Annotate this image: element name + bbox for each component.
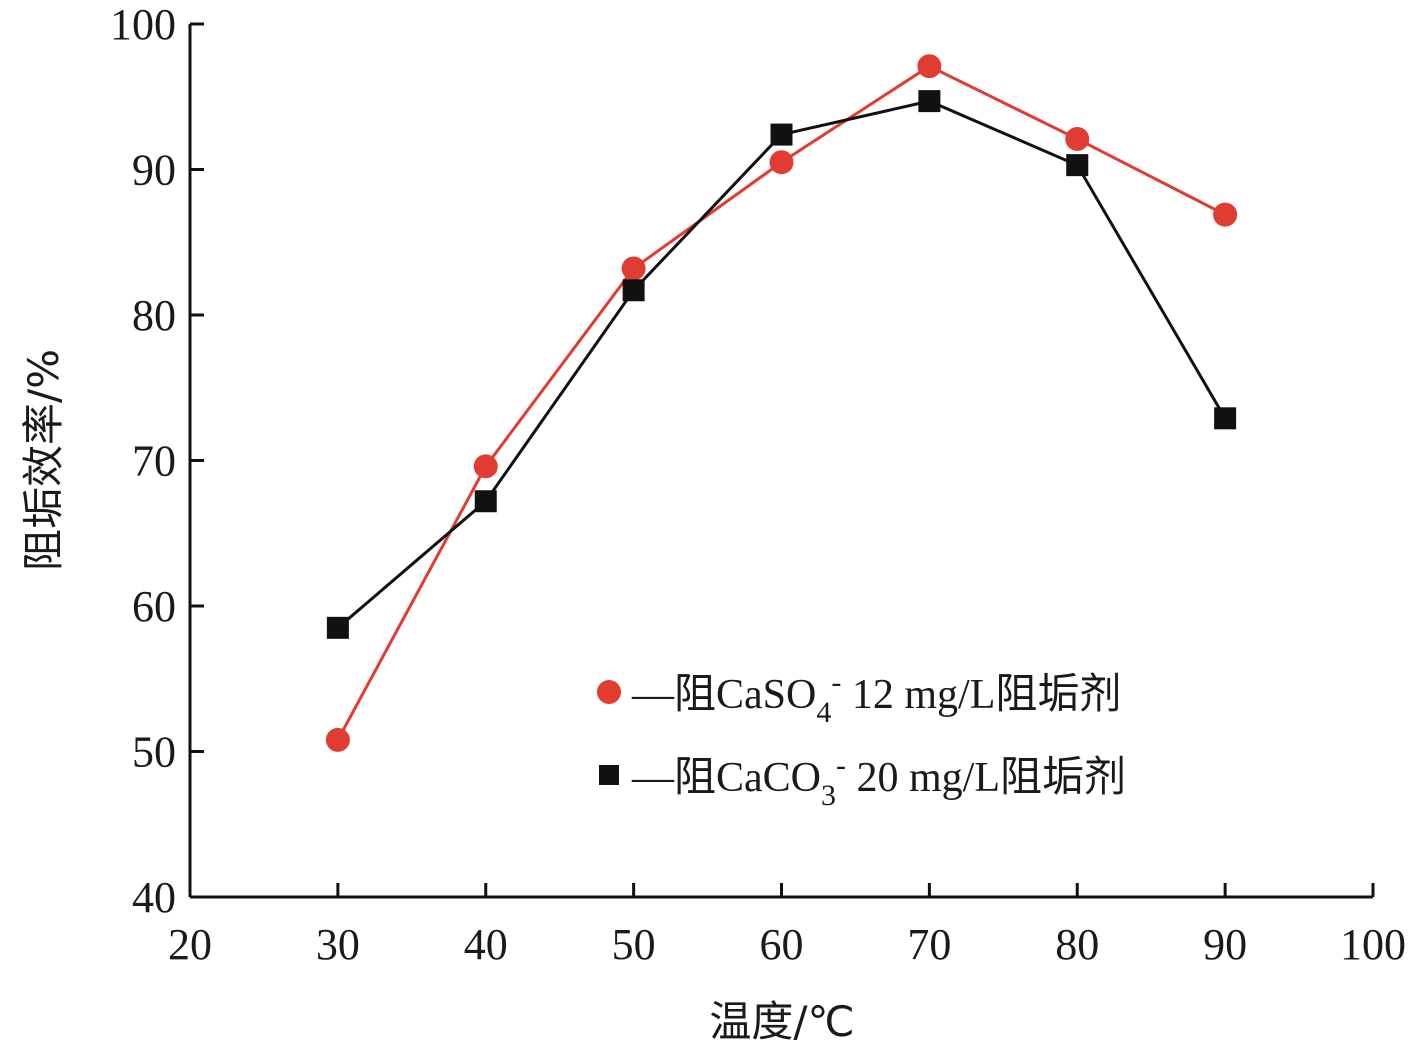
x-tick-label: 60 bbox=[760, 920, 804, 969]
y-tick-label: 70 bbox=[132, 437, 176, 486]
data-point bbox=[1066, 154, 1089, 177]
data-point bbox=[622, 279, 645, 302]
legend: —阻CaSO4- 12 mg/L阻垢剂 —阻CaCO3- 20 mg/L阻垢剂 bbox=[597, 666, 1126, 812]
x-tick-label: 50 bbox=[612, 920, 656, 969]
y-axis-ticks: 40 50 60 70 80 90 100 bbox=[110, 0, 204, 922]
legend-label: —阻CaCO3- 20 mg/L阻垢剂 bbox=[631, 749, 1126, 812]
data-point bbox=[621, 256, 646, 281]
legend-marker-circle bbox=[597, 680, 621, 704]
y-tick-label: 40 bbox=[132, 873, 176, 922]
data-point bbox=[474, 490, 497, 513]
y-axis-title: 阻垢效率/% bbox=[19, 349, 68, 571]
data-point bbox=[326, 616, 349, 639]
data-point bbox=[770, 123, 793, 146]
y-tick-label: 50 bbox=[132, 728, 176, 777]
x-tick-label: 40 bbox=[464, 920, 508, 969]
x-axis-ticks: 20 30 40 50 60 70 80 90 100 bbox=[168, 883, 1406, 969]
series-2 bbox=[326, 90, 1237, 639]
legend-marker-square bbox=[599, 765, 619, 785]
y-tick-label: 100 bbox=[110, 0, 176, 49]
data-point bbox=[918, 90, 941, 113]
legend-label: —阻CaSO4- 12 mg/L阻垢剂 bbox=[631, 666, 1121, 729]
legend-item-1: —阻CaSO4- 12 mg/L阻垢剂 bbox=[597, 666, 1121, 729]
data-point bbox=[1065, 126, 1090, 151]
y-tick-label: 80 bbox=[132, 291, 176, 340]
y-tick-label: 90 bbox=[132, 146, 176, 195]
data-point bbox=[769, 150, 794, 175]
y-tick-label: 60 bbox=[132, 582, 176, 631]
series-layer bbox=[325, 54, 1238, 752]
x-tick-label: 20 bbox=[168, 920, 212, 969]
x-tick-label: 90 bbox=[1203, 920, 1247, 969]
x-tick-label: 80 bbox=[1055, 920, 1099, 969]
data-point bbox=[473, 454, 498, 479]
data-point bbox=[1213, 202, 1238, 227]
series-line bbox=[336, 99, 1227, 629]
data-point bbox=[1214, 407, 1237, 430]
series-1 bbox=[325, 54, 1238, 752]
x-tick-label: 30 bbox=[316, 920, 360, 969]
data-point bbox=[325, 727, 350, 752]
legend-item-2: —阻CaCO3- 20 mg/L阻垢剂 bbox=[599, 749, 1126, 812]
data-point bbox=[917, 54, 942, 79]
x-tick-label: 70 bbox=[907, 920, 951, 969]
x-axis-title: 温度/℃ bbox=[709, 997, 854, 1046]
x-tick-label: 100 bbox=[1340, 920, 1406, 969]
